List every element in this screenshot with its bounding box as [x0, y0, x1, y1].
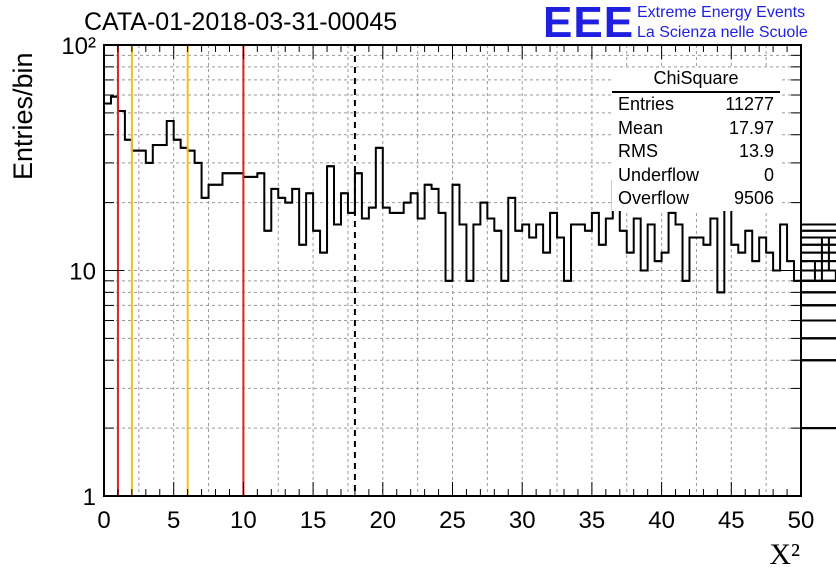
logo-line-2: La Scienza nelle Scuole: [637, 24, 808, 41]
axis-ticks: [103, 44, 802, 497]
y-tick-label: 10²: [61, 33, 96, 60]
stats-box: ChiSquare Entries 11277 Mean 17.97 RMS 13.9 Un…: [612, 68, 780, 211]
reference-lines: [116, 45, 356, 496]
chart-title: CATA-01-2018-03-31-00045: [84, 8, 398, 36]
x-tick-label: 50: [788, 507, 815, 534]
x-tick-label: 10: [230, 507, 257, 534]
x-tick-label: 25: [439, 507, 466, 534]
x-tick-labels: 0 5 10 15 20 25 30 35 40 45 50: [97, 507, 814, 534]
x-tick-label: 30: [509, 507, 536, 534]
eee-logo: EEE: [543, 0, 635, 47]
stats-value: 13.9: [738, 141, 774, 161]
y-tick-labels: 1 10 10²: [61, 33, 96, 511]
stats-label: RMS: [618, 141, 658, 161]
x-axis-label: X²: [769, 538, 800, 571]
x-tick-label: 35: [579, 507, 606, 534]
stats-label: Mean: [618, 117, 664, 138]
stats-label: Entries: [618, 94, 675, 114]
x-tick-label: 15: [300, 507, 327, 534]
stats-row: Underflow 0: [612, 164, 780, 188]
x-tick-label: 40: [648, 507, 675, 534]
y-tick-label: 1: [83, 484, 96, 511]
stats-row: RMS 13.9: [612, 140, 780, 164]
stats-value: 17.97: [728, 117, 774, 138]
x-tick-label: 5: [167, 507, 180, 534]
x-tick-label: 20: [369, 507, 396, 534]
y-axis-label: Entries/bin: [8, 52, 38, 180]
y-tick-label: 10: [69, 259, 96, 286]
histogram-outline: [104, 95, 836, 430]
logo-line-1: Extreme Energy Events: [637, 4, 806, 21]
stats-value: 0: [763, 164, 774, 185]
stats-value: 9506: [733, 188, 774, 208]
stats-value: 11277: [725, 94, 774, 114]
stats-row: Mean 17.97: [612, 117, 780, 141]
x-tick-label: 0: [97, 507, 110, 534]
stats-row: Entries 11277: [612, 93, 780, 117]
x-tick-label: 45: [718, 507, 745, 534]
stats-label: Underflow: [618, 164, 700, 185]
stats-label: Overflow: [618, 188, 690, 208]
stats-row: Overflow 9506: [612, 187, 780, 211]
stats-title: ChiSquare: [612, 68, 780, 93]
